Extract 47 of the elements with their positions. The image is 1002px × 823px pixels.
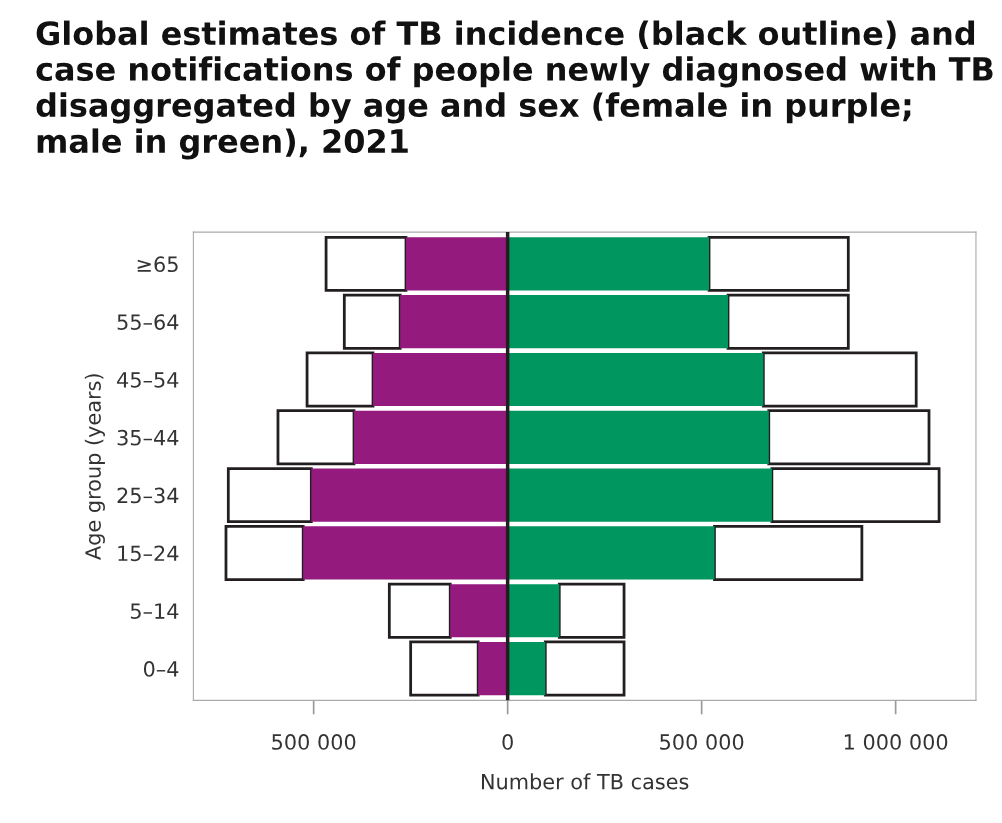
bar xyxy=(478,641,508,696)
y-tick-label: 35–44 xyxy=(117,429,179,446)
bar xyxy=(507,410,769,464)
bar xyxy=(543,640,626,697)
y-tick-label: 55–64 xyxy=(117,314,179,330)
y-tick-label: 5–14 xyxy=(130,603,179,619)
bar xyxy=(770,467,941,524)
x-tick-label: 1 000 000 xyxy=(844,734,948,750)
x-tick-label: 0 xyxy=(502,734,513,750)
bar xyxy=(767,409,931,466)
bar xyxy=(226,467,313,524)
bar xyxy=(707,235,850,292)
bar xyxy=(726,293,850,350)
bar xyxy=(354,410,508,464)
bar xyxy=(387,582,452,639)
bar xyxy=(507,237,710,291)
bar xyxy=(507,641,546,696)
bar xyxy=(507,468,772,522)
bar xyxy=(557,582,626,639)
bar xyxy=(450,584,508,638)
bar xyxy=(276,409,356,466)
bar xyxy=(761,351,918,408)
y-tick-label: ≥65 xyxy=(137,256,178,273)
x-tick-label: 500 000 xyxy=(272,734,356,750)
bar xyxy=(400,295,508,349)
bar xyxy=(406,237,508,291)
bar xyxy=(507,584,560,638)
bar xyxy=(507,352,764,407)
x-tick-label: 500 000 xyxy=(660,734,744,750)
bar xyxy=(507,295,729,349)
bar xyxy=(303,526,508,580)
bar xyxy=(373,352,508,407)
bar xyxy=(224,524,305,581)
bar xyxy=(713,524,864,581)
bar xyxy=(324,235,408,292)
y-tick-label: 0–4 xyxy=(143,661,179,677)
bar xyxy=(305,351,375,408)
y-tick-label: 25–34 xyxy=(117,487,179,504)
bar xyxy=(507,526,715,580)
bar xyxy=(311,468,508,522)
y-tick-label: 15–24 xyxy=(118,545,179,562)
bar xyxy=(409,640,480,697)
bar xyxy=(342,293,402,350)
x-axis-title: Number of TB cases xyxy=(482,773,689,790)
y-tick-label: 45–54 xyxy=(117,372,179,388)
chart-title: Global estimates of TB incidence (black outline) and case notifications of people newly diagnosed with TB disaggregated by age and sex (female in purple; male in green), 2021 xyxy=(36,20,993,160)
y-axis-title: Age group (years) xyxy=(84,374,105,560)
